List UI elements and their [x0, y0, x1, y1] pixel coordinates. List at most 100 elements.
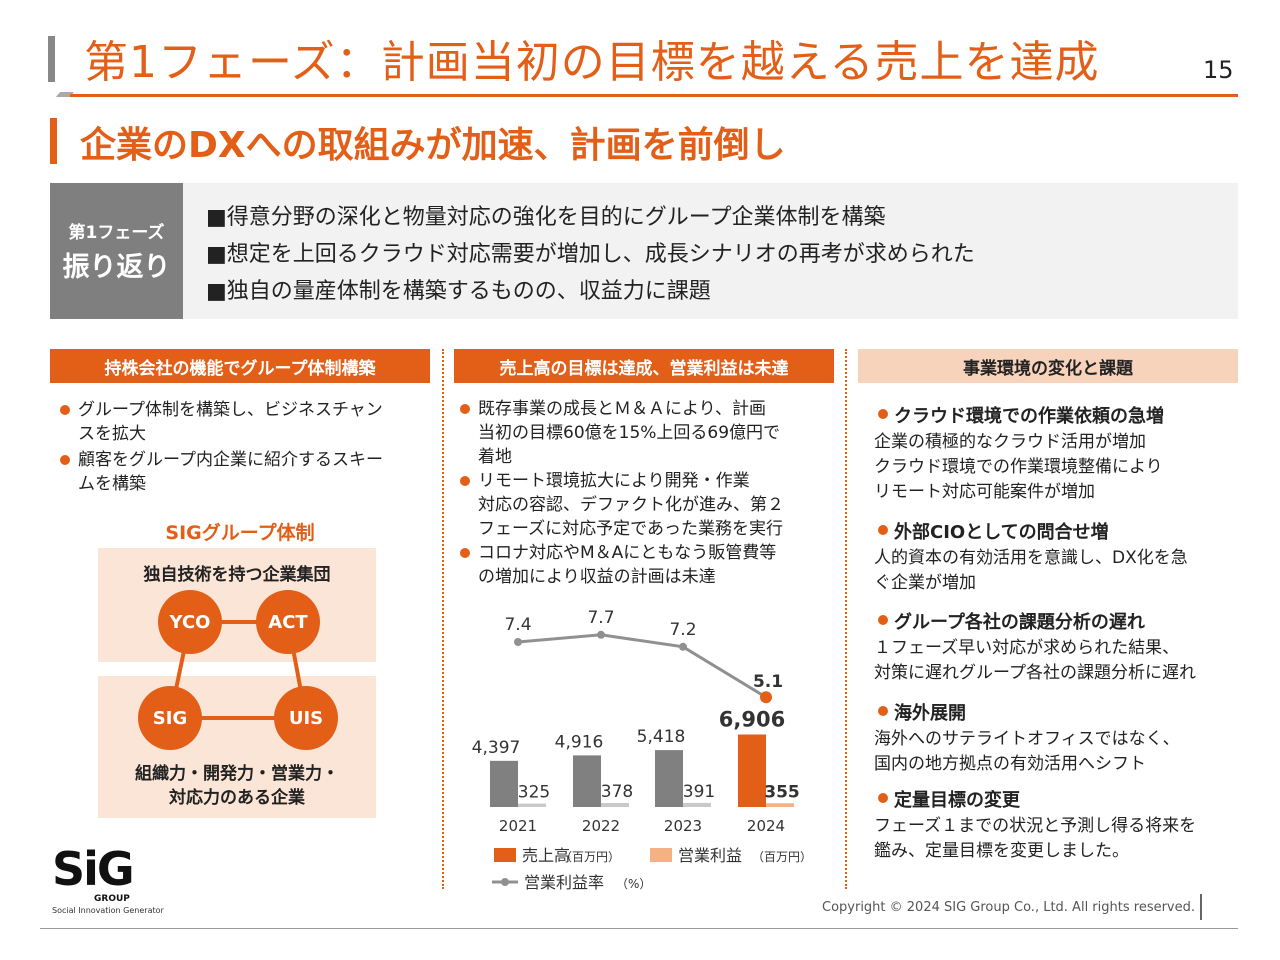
x-tick-label: 2022 [582, 817, 620, 835]
section-title: クラウド環境での作業依頼の急増 [894, 406, 1164, 427]
subtitle-accent-bar [50, 118, 57, 164]
diagram-connectors [168, 620, 308, 720]
margin-point [597, 630, 605, 639]
section-text-line: 国内の地方拠点の有効活用へシフト [874, 754, 1146, 774]
profit-bar [601, 803, 629, 807]
margin-value-label: 5.1 [753, 672, 783, 692]
bullet-dot [60, 455, 70, 465]
section-bullet-dot [878, 706, 888, 716]
title-rule [70, 94, 1238, 97]
bullet-line: 顧客をグループ内企業に紹介するスキー [78, 450, 383, 470]
bullet-line: リモート環境拡大により開発・作業 [478, 471, 750, 491]
diagram-top-label: 独自技術を持つ企業集団 [143, 565, 331, 585]
bullet-line: 対応の容認、デファクト化が進み、第２ [478, 495, 784, 515]
section-text-line: 人的資本の有効活用を意識し、DX化を急 [874, 548, 1188, 568]
node-act: ACT [256, 590, 320, 654]
sales-bar [573, 755, 601, 807]
review-label-line1: 第1フェーズ [68, 223, 165, 243]
margin-line [517, 633, 767, 699]
bullet-line: 着地 [478, 447, 512, 467]
profit-bar [518, 803, 546, 807]
legend-sales: 売上高 [522, 846, 570, 865]
sales-profit-chart: 4,397 325 2021 4,916 378 2022 5,418 391 2023 6,90… [472, 608, 812, 892]
sig-diagram-title: SIGグループ体制 [165, 522, 315, 544]
margin-point [514, 638, 522, 646]
legend-swatch-profit [650, 848, 672, 862]
review-box [50, 183, 1238, 319]
margin-value-label: 7.7 [587, 608, 614, 628]
x-tick-label: 2024 [747, 817, 785, 835]
bullet-line: フェーズに対応予定であった業務を実行 [478, 519, 783, 539]
legend-margin-unit: （%） [616, 877, 651, 891]
diagram-top-box [98, 548, 376, 662]
section-bullet-dot [878, 793, 888, 803]
column-divider [442, 349, 444, 889]
sig-logo: SiG [52, 842, 135, 896]
column-divider [845, 349, 847, 889]
legend-margin: 営業利益率 [524, 873, 604, 892]
sales-value-label: 5,418 [637, 727, 686, 747]
margin-point [760, 691, 772, 704]
bullet-line: 当初の目標60億を15%上回る69億円で [478, 423, 781, 443]
profit-value-label: 378 [601, 782, 633, 802]
legend-sales-unit: （百万円） [560, 850, 620, 864]
x-tick-label: 2023 [664, 817, 702, 835]
margin-value-label: 7.4 [504, 615, 531, 635]
footer-bar [1200, 894, 1202, 920]
section-text-line: 企業の積極的なクラウド活用が増加 [874, 432, 1146, 452]
bullet-line: の増加により収益の計画は未達 [478, 567, 716, 587]
sales-value-label: 4,397 [472, 738, 521, 758]
node-yco: YCO [158, 590, 222, 654]
bullet-dot [460, 476, 470, 486]
profit-value-label: 355 [764, 782, 800, 802]
section-text-line: ぐ企業が増加 [874, 573, 976, 593]
bullet-line: スを拡大 [78, 424, 146, 444]
sig-logo-tagline: Social Innovation Generator [52, 906, 164, 915]
bullet-line: コロナ対応やM＆Aにともなう販管費等 [478, 543, 777, 563]
sales-value-label: 6,906 [719, 707, 785, 731]
section-text-line: 鑑み、定量目標を変更しました。 [874, 841, 1129, 861]
section-text-line: リモート対応可能案件が増加 [874, 482, 1095, 502]
section-title: 定量目標の変更 [894, 790, 1020, 811]
column-header-group-structure: 持株会社の機能でグループ体制構築 [50, 349, 430, 383]
bullet-line: グループ体制を構築し、ビジネスチャン [78, 400, 383, 420]
bullet-line: ムを構築 [78, 474, 146, 494]
review-item: ■想定を上回るクラウド対応需要が増加し、成長シナリオの再考が求められた [206, 242, 975, 267]
section-text-line: 海外へのサテライトオフィスではなく、 [874, 729, 1180, 749]
legend-profit: 営業利益 [678, 846, 742, 865]
section-title: 海外展開 [894, 703, 966, 724]
diagram-bottom-label-line2: 対応力のある企業 [169, 788, 305, 808]
node-uis: UIS [274, 686, 338, 750]
sales-bar [738, 734, 766, 807]
legend-swatch-sales [494, 848, 516, 862]
footer-rule [40, 928, 1238, 929]
title-accent-bar [48, 36, 55, 82]
margin-value-label: 7.2 [669, 620, 696, 640]
bullet-dot [60, 405, 70, 415]
section-bullet-dot [878, 409, 888, 419]
profit-value-label: 391 [683, 782, 715, 802]
review-item: ■独自の量産体制を構築するものの、収益力に課題 [206, 279, 711, 304]
review-item: ■得意分野の深化と物量対応の強化を目的にグループ企業体制を構築 [206, 205, 886, 230]
sales-bar [655, 750, 683, 807]
diagram-bottom-label: 組織力・開発力・営業力・ 対応力のある企業 [98, 762, 376, 810]
review-label-line2: 振り返り [62, 252, 171, 283]
section-bullet-dot [878, 525, 888, 535]
section-bullet-dot [878, 615, 888, 625]
copyright: Copyright © 2024 SIG Group Co., Ltd. All… [822, 900, 1196, 915]
page-number: 15 [1203, 56, 1234, 84]
column-header-sales-target: 売上高の目標は達成、営業利益は未達 [454, 349, 834, 383]
profit-bar [683, 802, 711, 807]
bullet-line: 既存事業の成長とＭ＆Ａにより、計画 [478, 399, 766, 419]
section-title: グループ各社の課題分析の遅れ [894, 612, 1145, 633]
profit-value-label: 325 [518, 783, 550, 803]
section-text-line: フェーズ１までの状況と予測し得る将来を [874, 816, 1197, 836]
column-header-business-environment: 事業環境の変化と課題 [858, 349, 1238, 383]
sig-logo-group: GROUP [94, 894, 130, 904]
margin-point [679, 642, 687, 651]
bullet-dot [460, 404, 470, 414]
sales-bar [490, 760, 518, 807]
section-text-line: 対策に遅れグループ各社の課題分析に遅れ [874, 663, 1196, 683]
sales-value-label: 4,916 [555, 732, 604, 752]
x-tick-label: 2021 [499, 817, 537, 835]
